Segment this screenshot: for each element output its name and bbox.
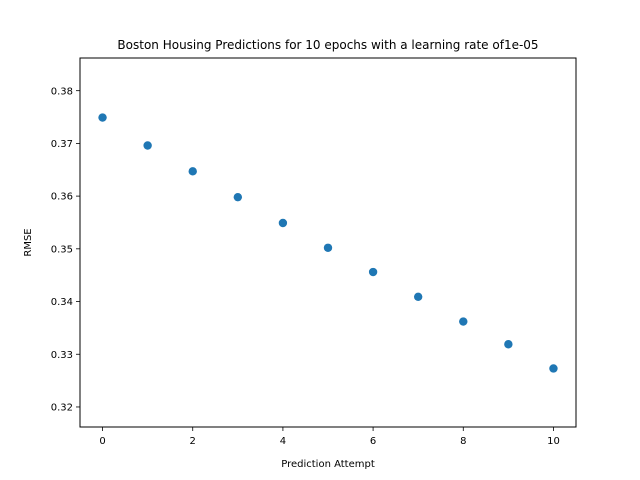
data-point [98, 113, 107, 122]
data-point [233, 192, 243, 202]
y-axis-ticks: 0.32 0.33 0.34 0.35 0.36 0.37 0.38 [51, 86, 80, 414]
plot-area-frame [79, 57, 577, 428]
y-tick-label: 0.32 [51, 403, 73, 414]
data-point [368, 267, 378, 277]
y-axis-label: RMSE [23, 228, 34, 256]
data-point [278, 218, 288, 228]
y-tick-label: 0.35 [51, 244, 73, 255]
x-tick-label: 2 [190, 436, 196, 447]
x-tick-label: 8 [460, 436, 466, 447]
data-point [143, 141, 152, 150]
y-tick-label: 0.38 [51, 86, 73, 97]
y-tick-label: 0.33 [51, 350, 73, 361]
y-tick-label: 0.36 [51, 192, 73, 203]
x-tick-label: 10 [547, 436, 560, 447]
chart-title: Boston Housing Predictions for 10 epochs… [117, 38, 538, 52]
data-point [504, 340, 513, 349]
x-axis-ticks: 0 2 4 6 8 10 [99, 427, 560, 447]
x-tick-label: 0 [99, 436, 105, 447]
data-point [188, 167, 197, 176]
y-tick-label: 0.37 [51, 139, 73, 150]
y-tick-label: 0.34 [51, 297, 73, 308]
x-tick-label: 4 [280, 436, 286, 447]
data-point [459, 317, 468, 326]
data-point [549, 364, 558, 373]
data-points [98, 113, 558, 373]
x-axis-label: Prediction Attempt [281, 459, 375, 470]
x-tick-label: 6 [370, 436, 376, 447]
data-point [413, 292, 423, 301]
data-point [323, 243, 333, 252]
